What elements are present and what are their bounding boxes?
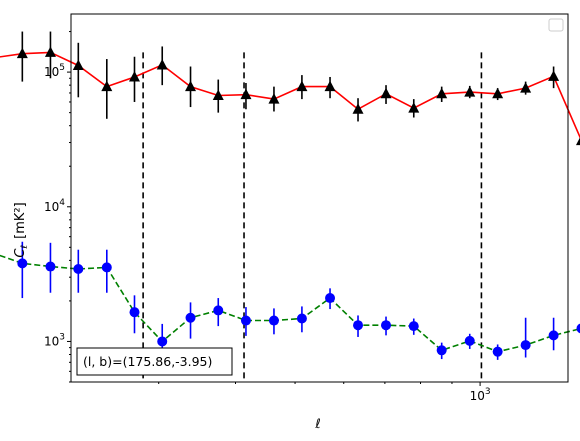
data-point-triangle bbox=[352, 103, 364, 114]
data-point-triangle bbox=[324, 80, 336, 92]
data-point-circle bbox=[408, 321, 419, 332]
annotation-box bbox=[76, 347, 233, 376]
data-point-triangle bbox=[268, 93, 280, 104]
data-point-circle bbox=[185, 312, 196, 323]
data-point-triangle bbox=[128, 70, 140, 82]
data-point-triangle bbox=[575, 137, 580, 146]
annotation-text: (l, b)=(175.86,-3.95) bbox=[83, 354, 212, 369]
data-point-triangle bbox=[436, 87, 448, 99]
data-point-triangle bbox=[380, 87, 392, 99]
data-point-triangle bbox=[492, 87, 504, 99]
x-axis-label: ℓ bbox=[314, 417, 320, 432]
data-point-circle bbox=[353, 320, 364, 331]
data-point-circle bbox=[325, 293, 336, 304]
data-point-triangle bbox=[408, 102, 420, 113]
data-point-circle bbox=[213, 305, 224, 316]
y-axis-label-sub: ℓ bbox=[20, 245, 30, 250]
data-point-triangle bbox=[16, 47, 28, 59]
data-point-circle bbox=[576, 323, 580, 334]
plot-area bbox=[71, 14, 568, 382]
series-1 bbox=[0, 31, 580, 146]
data-point-circle bbox=[45, 261, 56, 272]
data-point-circle bbox=[296, 313, 307, 324]
svg-text:Cℓ[mK²]: Cℓ [mK²] bbox=[13, 202, 30, 257]
series-2 bbox=[0, 241, 580, 365]
y-axis-label-unit: [mK²] bbox=[13, 202, 28, 239]
data-point-circle bbox=[268, 315, 279, 326]
data-point-triangle bbox=[548, 70, 560, 81]
data-point-circle bbox=[520, 340, 531, 351]
x-tick-label: 103 bbox=[470, 387, 491, 403]
data-point-circle bbox=[73, 264, 84, 275]
data-point-circle bbox=[436, 345, 447, 356]
data-point-circle bbox=[240, 315, 251, 326]
data-point-triangle bbox=[44, 46, 56, 57]
y-tick-label: 105 bbox=[44, 63, 65, 79]
data-point-circle bbox=[129, 307, 140, 318]
data-point-circle bbox=[157, 336, 168, 347]
data-point-triangle bbox=[520, 82, 532, 93]
data-point-circle bbox=[464, 335, 475, 346]
data-point-circle bbox=[548, 330, 559, 341]
data-point-triangle bbox=[156, 58, 168, 70]
legend-box bbox=[548, 18, 564, 32]
data-point-triangle bbox=[72, 59, 84, 70]
data-point-triangle bbox=[185, 80, 197, 92]
plot-frame bbox=[70, 13, 569, 383]
data-point-circle bbox=[492, 346, 503, 357]
vertical-lines-layer bbox=[142, 52, 483, 382]
data-point-triangle bbox=[240, 88, 252, 100]
data-point-triangle bbox=[296, 80, 308, 92]
data-point-circle bbox=[381, 320, 392, 331]
series-layer bbox=[0, 31, 580, 365]
data-point-circle bbox=[101, 262, 112, 273]
y-tick-label: 104 bbox=[44, 198, 65, 214]
data-point-circle bbox=[17, 258, 28, 269]
y-axis-label-main: C bbox=[13, 248, 28, 258]
y-axis-label: Cℓ [mK²] bbox=[13, 202, 30, 257]
data-point-triangle bbox=[212, 89, 224, 101]
data-point-triangle bbox=[101, 80, 113, 92]
y-tick-label: 103 bbox=[44, 332, 65, 348]
data-point-triangle bbox=[464, 86, 476, 97]
